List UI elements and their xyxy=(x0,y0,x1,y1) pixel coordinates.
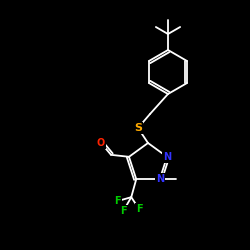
Text: S: S xyxy=(134,123,142,133)
Text: F: F xyxy=(114,196,120,206)
Text: N: N xyxy=(156,174,164,184)
Text: N: N xyxy=(163,152,171,162)
Text: F: F xyxy=(136,204,142,214)
Text: O: O xyxy=(97,138,105,148)
Text: F: F xyxy=(120,206,126,216)
